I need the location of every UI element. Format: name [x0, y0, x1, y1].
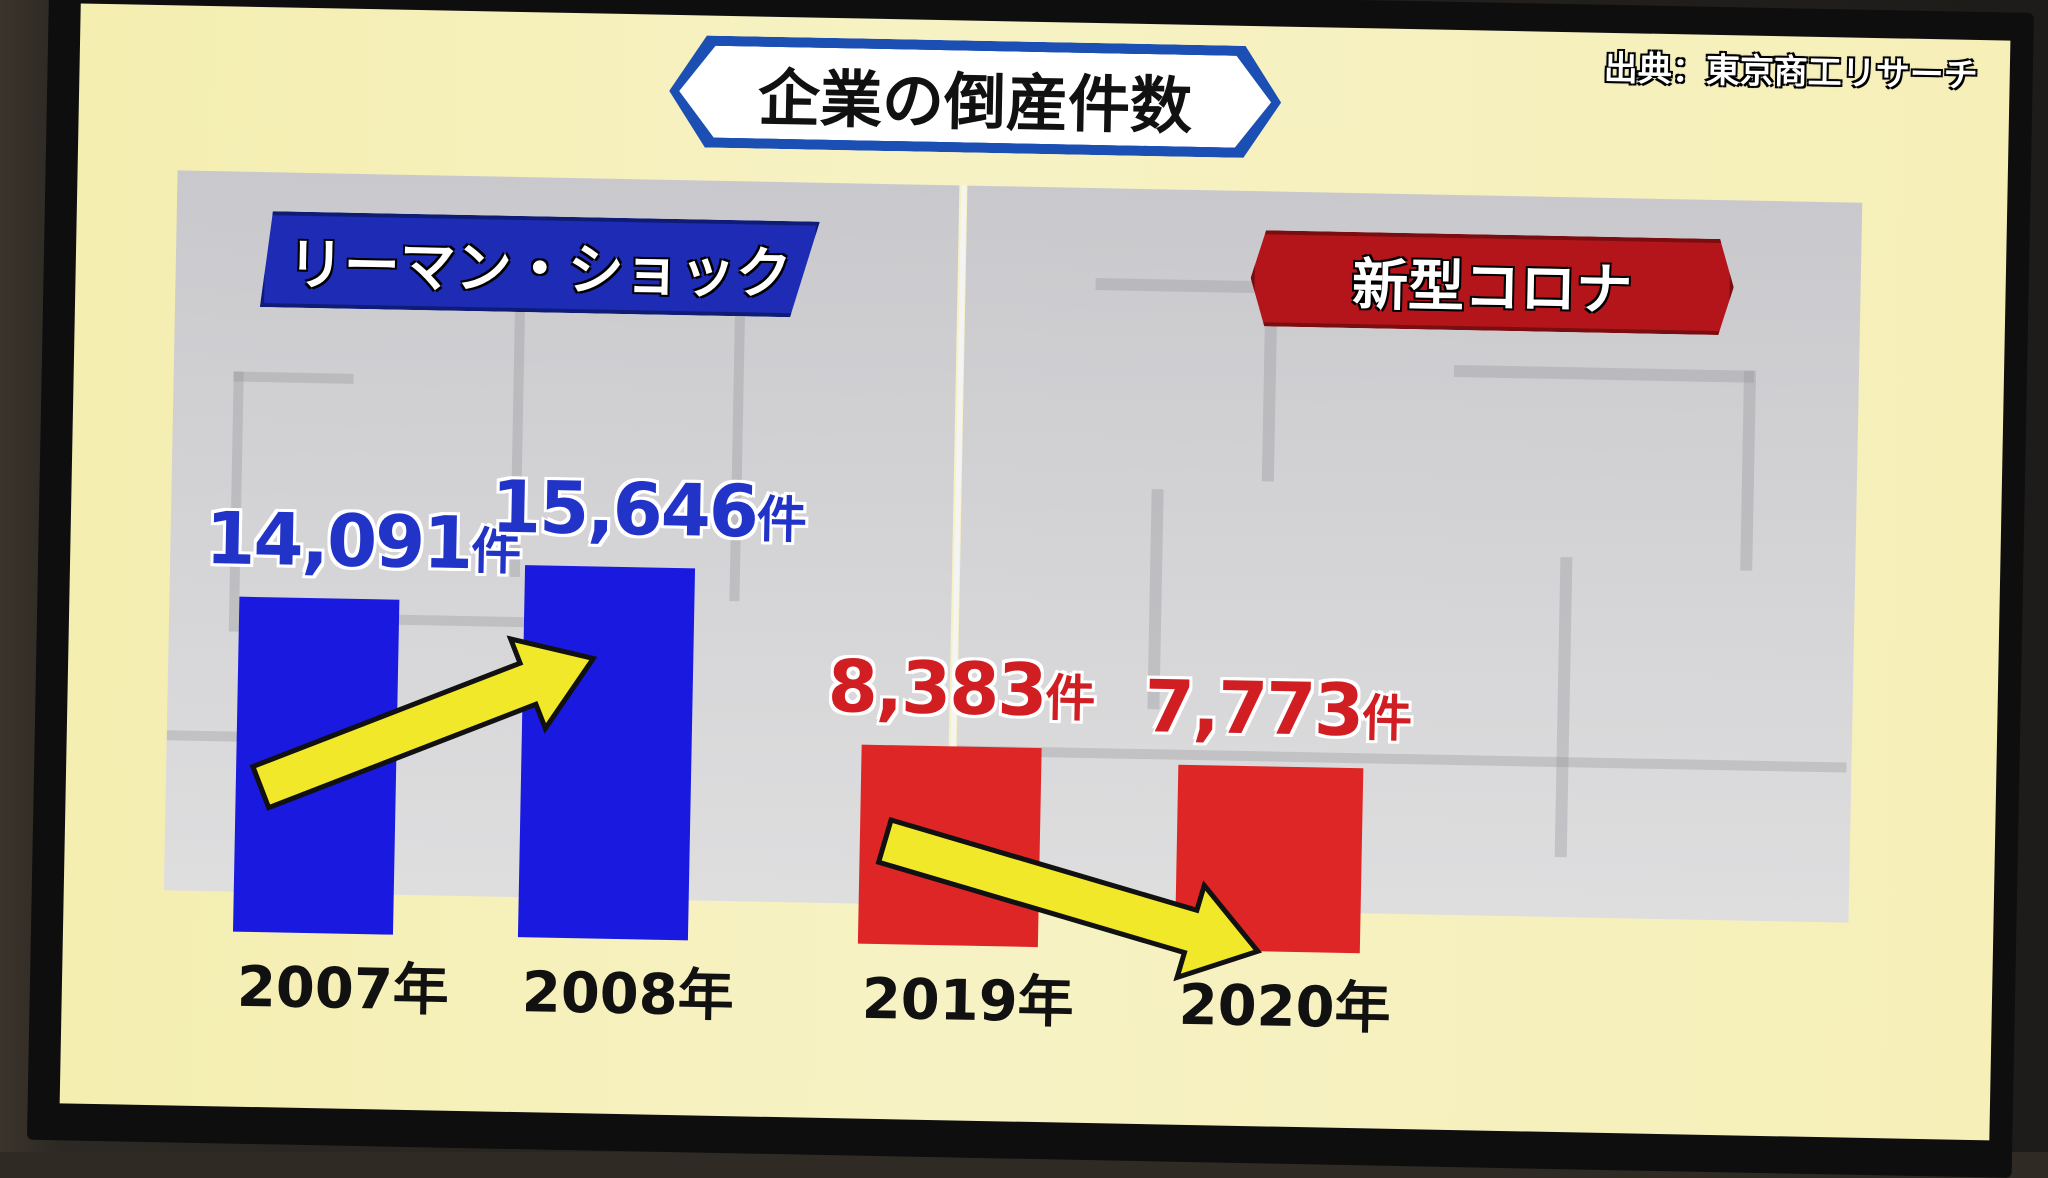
trend-arrow-up: [249, 635, 598, 811]
trend-arrows: [249, 635, 1263, 982]
tv-screen: 出典：東京商工リサーチ 企業の倒産件数 リーマン・ショック 新型コロナ 14,0…: [59, 3, 2011, 1141]
trend-arrow-down: [875, 816, 1263, 982]
tv-frame: 出典：東京商工リサーチ 企業の倒産件数 リーマン・ショック 新型コロナ 14,0…: [26, 0, 2034, 1178]
